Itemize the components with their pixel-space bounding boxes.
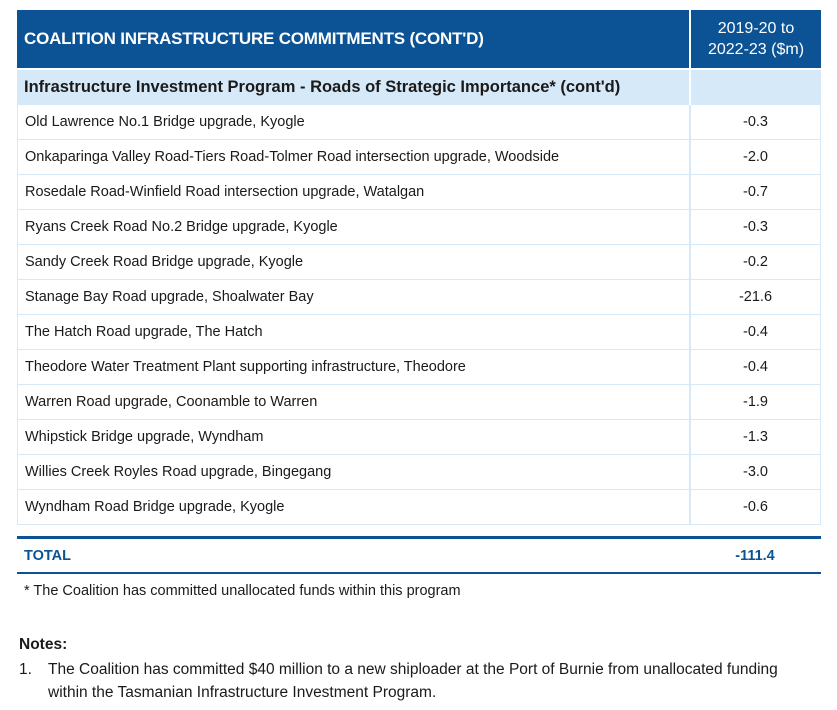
project-name: Stanage Bay Road upgrade, Shoalwater Bay [17,280,689,315]
note-number: 1. [19,661,32,678]
project-value: -21.6 [689,280,821,315]
project-value: -1.9 [689,385,821,420]
project-value: -0.4 [689,315,821,350]
note-text: The Coalition has committed $40 million … [48,661,778,701]
period-line-2: 2022-23 ($m) [707,41,805,58]
table-row: The Hatch Road upgrade, The Hatch -0.4 [17,315,821,350]
project-name: Willies Creek Royles Road upgrade, Binge… [17,455,689,490]
table-row: Rosedale Road-Winfield Road intersection… [17,175,821,210]
project-name: Wyndham Road Bridge upgrade, Kyogle [17,490,689,525]
period-header: 2019-20 to 2022-23 ($m) [689,10,821,68]
table-header-row: COALITION INFRASTRUCTURE COMMITMENTS (CO… [17,10,821,68]
project-value: -0.3 [689,210,821,245]
section-heading: Infrastructure Investment Program - Road… [17,68,689,105]
table-row: Sandy Creek Road Bridge upgrade, Kyogle … [17,245,821,280]
total-value: -111.4 [735,548,775,564]
table-row: Old Lawrence No.1 Bridge upgrade, Kyogle… [17,105,821,140]
table-row: Stanage Bay Road upgrade, Shoalwater Bay… [17,280,821,315]
project-value: -0.4 [689,350,821,385]
total-label: TOTAL [24,548,71,564]
project-name: Sandy Creek Road Bridge upgrade, Kyogle [17,245,689,280]
project-name: Warren Road upgrade, Coonamble to Warren [17,385,689,420]
project-name: The Hatch Road upgrade, The Hatch [17,315,689,350]
footnote: * The Coalition has committed unallocate… [24,583,461,599]
project-name: Old Lawrence No.1 Bridge upgrade, Kyogle [17,105,689,140]
table-title: COALITION INFRASTRUCTURE COMMITMENTS (CO… [17,10,689,68]
project-value: -1.3 [689,420,821,455]
table-row: Warren Road upgrade, Coonamble to Warren… [17,385,821,420]
project-value: -0.3 [689,105,821,140]
table-row: Whipstick Bridge upgrade, Wyndham -1.3 [17,420,821,455]
project-value: -2.0 [689,140,821,175]
table-row: Theodore Water Treatment Plant supportin… [17,350,821,385]
project-name: Whipstick Bridge upgrade, Wyndham [17,420,689,455]
table-row: Ryans Creek Road No.2 Bridge upgrade, Ky… [17,210,821,245]
project-value: -0.6 [689,490,821,525]
section-heading-row: Infrastructure Investment Program - Road… [17,68,821,105]
project-name: Ryans Creek Road No.2 Bridge upgrade, Ky… [17,210,689,245]
project-value: -3.0 [689,455,821,490]
section-heading-value-cell [689,68,821,105]
commitments-table: COALITION INFRASTRUCTURE COMMITMENTS (CO… [17,10,821,525]
total-row: TOTAL -111.4 [17,536,821,574]
table-row: Onkaparinga Valley Road-Tiers Road-Tolme… [17,140,821,175]
notes-heading: Notes: [19,636,68,653]
project-name: Onkaparinga Valley Road-Tiers Road-Tolme… [17,140,689,175]
table-row: Wyndham Road Bridge upgrade, Kyogle -0.6 [17,490,821,525]
period-line-1: 2019-20 to [717,20,795,37]
project-name: Theodore Water Treatment Plant supportin… [17,350,689,385]
project-value: -0.7 [689,175,821,210]
project-value: -0.2 [689,245,821,280]
project-name: Rosedale Road-Winfield Road intersection… [17,175,689,210]
table-row: Willies Creek Royles Road upgrade, Binge… [17,455,821,490]
commitments-table-container: COALITION INFRASTRUCTURE COMMITMENTS (CO… [17,10,821,525]
note-item: 1. The Coalition has committed $40 milli… [19,658,819,704]
